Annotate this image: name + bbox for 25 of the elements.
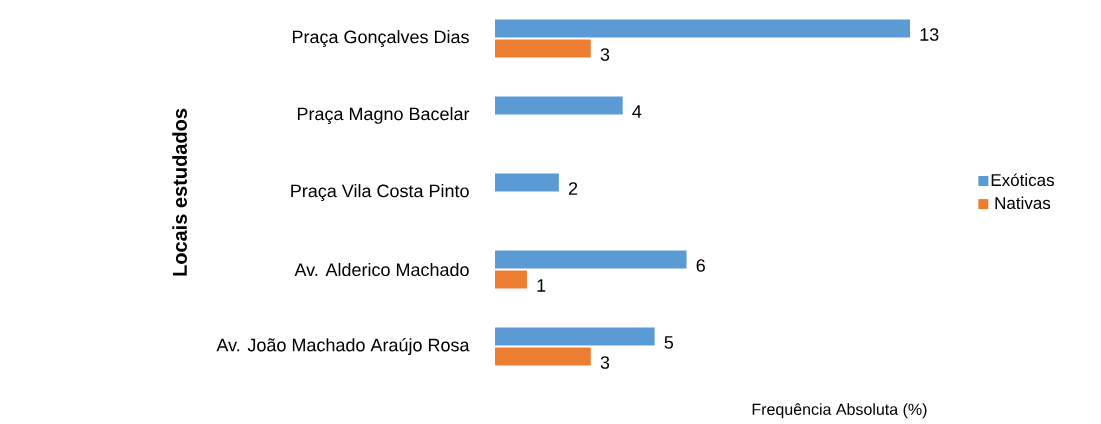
bar (495, 250, 687, 269)
bar (495, 19, 910, 38)
bar (495, 270, 527, 289)
data-label: 3 (600, 48, 610, 61)
y-tick-label: Av. João Machado Araújo Rosa (216, 337, 470, 355)
data-label: 5 (664, 336, 674, 349)
legend-label: Exóticas (991, 173, 1054, 186)
legend-label: Nativas (995, 196, 1051, 209)
bar (495, 96, 623, 115)
data-label: 13 (920, 28, 939, 41)
y-axis-title: Locais estudados (172, 108, 187, 276)
data-label: 6 (696, 259, 705, 272)
bar (495, 39, 591, 58)
data-label: 2 (568, 182, 578, 195)
x-axis-title: Frequência Absoluta (%) (752, 403, 927, 419)
data-label: 3 (600, 356, 610, 369)
data-label: 4 (632, 105, 642, 118)
y-tick-label: Praça Gonçalves Dias (292, 29, 469, 47)
bar (495, 173, 559, 192)
y-tick-label: Praça Magno Bacelar (297, 106, 470, 124)
bar (495, 327, 655, 346)
y-tick-label: Praça Vila Costa Pinto (291, 183, 469, 201)
y-tick-label: Av. Alderico Machado (294, 262, 469, 277)
bar (495, 347, 591, 366)
data-label: 1 (537, 279, 546, 292)
